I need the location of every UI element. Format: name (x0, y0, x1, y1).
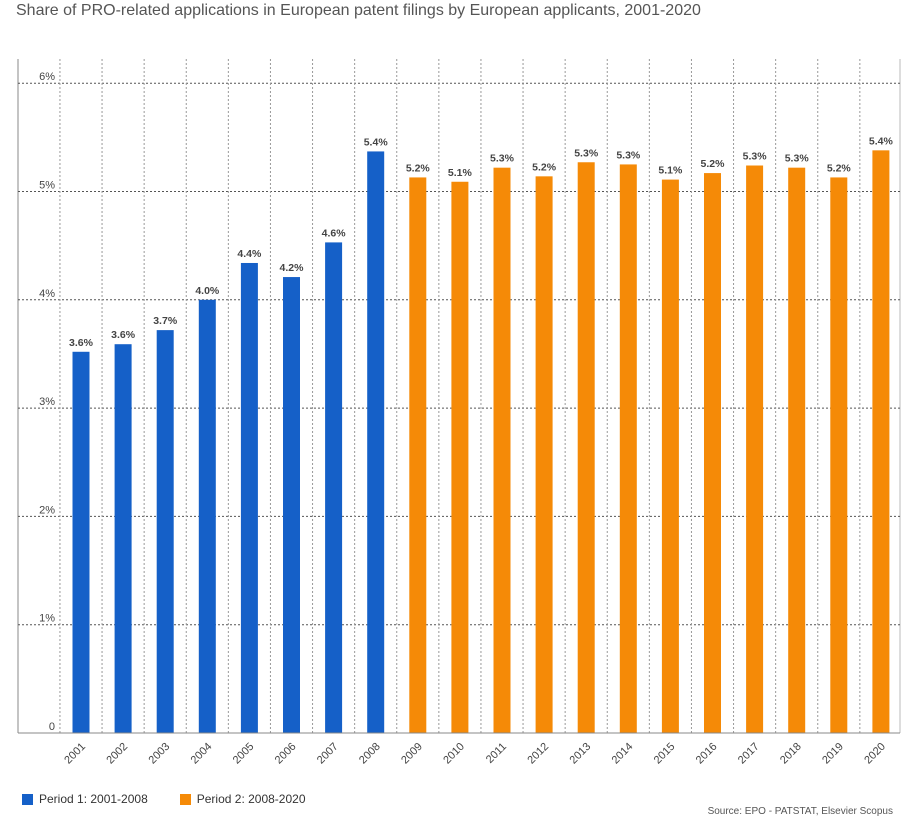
label-layer: 3.6% 3.6% 3.7% 4.0% 4.4% 4.2% 4.6% 5.4% 5.2% 5.1%… (69, 135, 893, 348)
bar-2011 (493, 167, 511, 733)
bar-2007 (325, 242, 343, 733)
bar-2018 (788, 167, 806, 733)
bar-2020 (872, 150, 890, 733)
data-label-2011: 5.3% (490, 153, 515, 165)
legend-swatch-period2 (179, 793, 191, 805)
x-tick-label-2001: 2001 (62, 741, 88, 767)
data-label-2005: 4.4% (237, 248, 262, 260)
x-tick-label-2018: 2018 (778, 741, 804, 767)
bar-2012 (535, 176, 553, 733)
bar-2006 (283, 277, 300, 733)
bar-2008 (367, 151, 385, 733)
bar-2013 (577, 162, 595, 733)
bar-2002 (114, 344, 132, 733)
data-label-2008: 5.4% (364, 136, 389, 148)
x-tick-label-2003: 2003 (147, 741, 173, 767)
x-tick-label-2009: 2009 (399, 741, 425, 767)
x-tick-label-2020: 2020 (862, 741, 888, 767)
y-tick-label: 0 (49, 721, 55, 733)
data-label-2012: 5.2% (532, 161, 557, 173)
y-tick-label: 3% (39, 396, 55, 408)
bar-2001 (72, 351, 90, 733)
y-tick-label: 2% (39, 504, 55, 516)
bar-2016 (704, 173, 721, 734)
x-tick-label-2015: 2015 (652, 741, 678, 767)
legend-label-period2: Period 2: 2008-2020 (196, 792, 306, 806)
data-label-2016: 5.2% (701, 158, 726, 170)
bar-2005 (240, 262, 258, 733)
x-tick-label-2005: 2005 (231, 741, 257, 767)
data-label-2002: 3.6% (111, 329, 136, 341)
data-label-2014: 5.3% (616, 149, 641, 161)
data-label-2003: 3.7% (153, 315, 178, 327)
y-tick-label: 5% (39, 180, 55, 192)
x-tick-label-2002: 2002 (104, 741, 130, 767)
legend-item-period1: Period 1: 2001-2008 (22, 792, 148, 806)
x-tick-label-2010: 2010 (441, 741, 467, 767)
x-tick-label-2012: 2012 (525, 741, 551, 767)
data-label-2006: 4.2% (280, 262, 305, 274)
bar-2009 (409, 177, 427, 733)
y-tick-label: 6% (39, 71, 55, 83)
x-tick-label-2007: 2007 (315, 741, 341, 767)
data-label-2015: 5.1% (658, 165, 683, 177)
data-label-2009: 5.2% (406, 162, 431, 174)
x-tick-label-2016: 2016 (694, 741, 720, 767)
x-tick-label-2017: 2017 (736, 741, 762, 767)
y-tick-label: 4% (39, 288, 55, 300)
bar-2015 (661, 179, 679, 733)
data-label-2010: 5.1% (448, 167, 473, 179)
x-tick-label-2008: 2008 (357, 741, 383, 767)
bar-2019 (830, 177, 848, 733)
bar-2010 (451, 181, 469, 734)
data-label-2019: 5.2% (827, 162, 852, 174)
bar-2004 (198, 299, 216, 733)
data-label-2004: 4.0% (195, 285, 220, 297)
source-note: Source: EPO - PATSTAT, Elsevier Scopus (707, 806, 893, 817)
x-tick-label-2004: 2004 (189, 741, 215, 767)
x-tick-label-2019: 2019 (820, 741, 846, 767)
y-tick-label: 1% (39, 613, 55, 625)
data-label-2013: 5.3% (574, 147, 599, 159)
x-tick-label-2006: 2006 (273, 741, 299, 767)
bar-2017 (746, 165, 764, 733)
bar-2014 (619, 164, 637, 734)
legend-swatch-period1 (22, 793, 33, 805)
data-label-2007: 4.6% (322, 227, 347, 239)
bar-layer (72, 150, 890, 734)
data-label-2018: 5.3% (785, 153, 810, 165)
chart-title: Share of PRO-related applications in Eur… (16, 2, 701, 19)
data-label-2020: 5.4% (869, 135, 894, 147)
bar-2003 (156, 330, 174, 733)
x-tick-label-2011: 2011 (484, 741, 509, 766)
data-label-2017: 5.3% (743, 151, 768, 163)
data-label-2001: 3.6% (69, 337, 94, 349)
x-tick-label-2013: 2013 (568, 741, 594, 767)
x-tick-label-2014: 2014 (610, 741, 636, 767)
legend-label-period1: Period 1: 2001-2008 (39, 792, 148, 806)
legend-item-period2: Period 2: 2008-2020 (179, 792, 306, 806)
legend: Period 1: 2001-2008 Period 2: 2008-2020 (22, 792, 306, 806)
